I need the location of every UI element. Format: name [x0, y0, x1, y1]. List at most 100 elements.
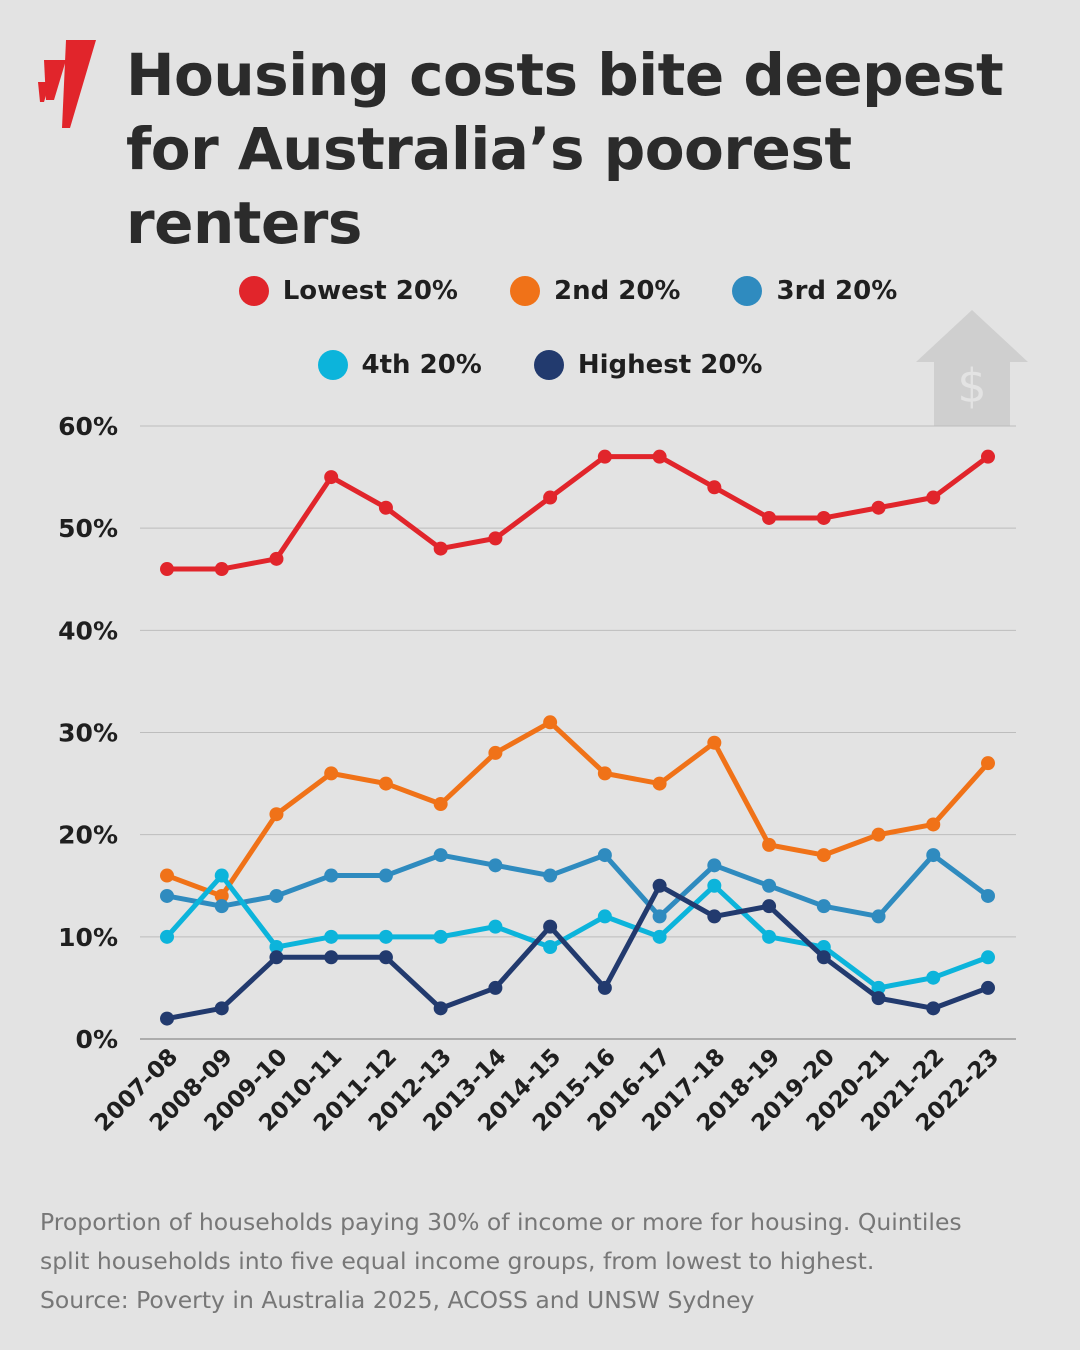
data-point: [981, 449, 995, 464]
data-point: [269, 940, 284, 955]
series-4: [160, 878, 995, 1026]
y-tick-label: 50%: [58, 514, 118, 543]
data-point: [378, 776, 393, 791]
data-point: [762, 899, 777, 914]
data-point: [433, 541, 448, 556]
data-point: [433, 848, 448, 863]
legend-swatch-4th: [317, 350, 348, 380]
data-point: [488, 745, 503, 760]
data-point: [160, 1011, 174, 1026]
data-point: [543, 868, 558, 883]
data-point: [597, 449, 612, 464]
sbs-logo-icon: [38, 40, 96, 128]
footnote: Proportion of households paying 30% of i…: [40, 1203, 1050, 1320]
y-tick-label: 40%: [58, 616, 118, 645]
data-point: [488, 919, 503, 934]
series-line: [164, 719, 991, 899]
legend-row-1: Lowest 20% 2nd 20% 3rd 20%: [28, 276, 1080, 306]
data-point: [543, 919, 558, 934]
data-point: [214, 562, 229, 577]
legend-label-3rd: 3rd 20%: [776, 276, 898, 306]
data-point: [707, 878, 722, 893]
data-point: [652, 929, 667, 944]
data-point: [762, 929, 777, 944]
legend-item-2nd: 2nd 20%: [509, 276, 680, 306]
data-point: [707, 480, 722, 495]
data-point: [214, 1001, 229, 1016]
data-point: [378, 950, 393, 965]
data-point: [378, 500, 393, 515]
data-point: [981, 980, 995, 995]
legend-item-4th: 4th 20%: [317, 350, 482, 380]
data-point: [324, 929, 339, 944]
data-point: [269, 888, 284, 903]
data-point: [926, 490, 941, 505]
data-point: [433, 797, 448, 812]
data-point: [324, 766, 339, 781]
y-tick-label: 10%: [58, 923, 118, 952]
data-point: [981, 756, 995, 771]
y-tick-label: 30%: [58, 719, 118, 748]
data-point: [214, 899, 229, 914]
footnote-line-1: Proportion of households paying 30% of i…: [40, 1208, 962, 1236]
data-point: [926, 848, 941, 863]
data-point: [433, 1001, 448, 1016]
data-point: [871, 980, 886, 995]
data-point: [597, 909, 612, 924]
data-point: [597, 980, 612, 995]
data-point: [433, 929, 448, 944]
y-tick-label: 0%: [76, 1025, 118, 1054]
data-point: [707, 858, 722, 873]
svg-text:$: $: [957, 359, 986, 413]
data-point: [269, 950, 284, 965]
data-point: [762, 878, 777, 893]
series-line: [164, 852, 991, 919]
data-point: [160, 888, 174, 903]
data-point: [488, 858, 503, 873]
legend-swatch-2nd: [509, 276, 540, 306]
series-1: [160, 715, 995, 903]
data-point: [762, 510, 777, 525]
data-point: [707, 735, 722, 750]
data-point: [160, 929, 174, 944]
data-point: [926, 970, 941, 985]
legend-swatch-lowest: [238, 276, 269, 306]
legend-item-3rd: 3rd 20%: [732, 276, 897, 306]
data-point: [816, 848, 831, 863]
legend-item-lowest: Lowest 20%: [238, 276, 458, 306]
data-point: [378, 929, 393, 944]
data-point: [816, 940, 831, 955]
legend-label-highest: Highest 20%: [577, 350, 763, 380]
data-point: [543, 940, 558, 955]
series-line: [164, 883, 991, 1022]
house-dollar-icon: $: [916, 310, 1028, 426]
data-point: [324, 950, 339, 965]
data-point: [160, 868, 174, 883]
series-3: [160, 868, 995, 995]
data-point: [652, 776, 667, 791]
data-point: [652, 878, 667, 893]
data-point: [652, 909, 667, 924]
footnote-source: Source: Poverty in Australia 2025, ACOSS…: [40, 1286, 755, 1314]
data-point: [926, 1001, 941, 1016]
data-point: [378, 868, 393, 883]
data-point: [269, 807, 284, 822]
data-point: [597, 848, 612, 863]
legend-item-highest: Highest 20%: [533, 350, 763, 380]
data-point: [871, 827, 886, 842]
data-point: [324, 868, 339, 883]
data-point: [269, 551, 284, 566]
legend-swatch-3rd: [732, 276, 763, 306]
data-point: [652, 449, 667, 464]
data-point: [762, 837, 777, 852]
y-tick-label: 60%: [58, 412, 118, 441]
legend-row-2: 4th 20% Highest 20%: [0, 350, 1080, 380]
data-point: [160, 562, 174, 577]
data-point: [871, 909, 886, 924]
data-point: [981, 888, 995, 903]
y-tick-label: 20%: [58, 821, 118, 850]
data-point: [214, 888, 229, 903]
data-point: [816, 950, 831, 965]
legend-label-lowest: Lowest 20%: [282, 276, 458, 306]
series-line: [164, 873, 991, 991]
